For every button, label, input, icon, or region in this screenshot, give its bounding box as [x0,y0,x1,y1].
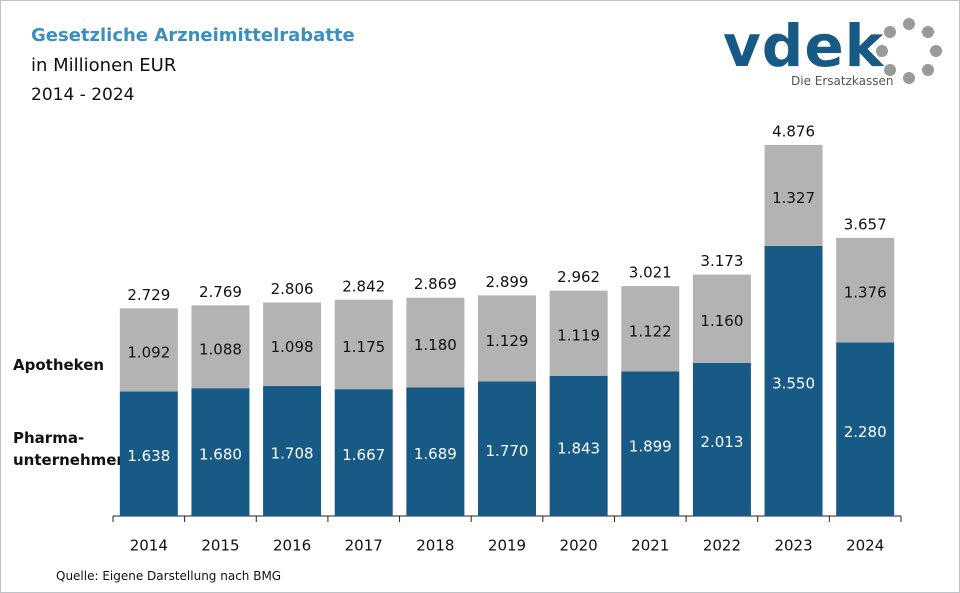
bar-segment [191,388,250,516]
value-label: 1.160 [700,312,743,330]
value-label: 1.899 [629,437,672,455]
bar-segment [263,386,322,516]
bar-segment [334,299,393,390]
legend-label: Pharma- unternehmen [13,429,128,469]
x-tick-label: 2014 [130,537,168,555]
bar-segment [836,237,895,343]
bar-segment [836,342,895,516]
total-label: 4.876 [772,123,815,141]
bar-segment [621,286,680,372]
bar-segment [764,245,823,517]
total-label: 3.657 [844,215,887,233]
bar-segment [406,297,465,388]
value-label: 1.175 [342,338,385,356]
total-label: 3.173 [700,252,743,270]
x-tick-label: 2024 [846,537,884,555]
value-label: 1.129 [486,332,529,350]
value-label: 1.376 [844,284,887,302]
bar-segment [263,302,322,387]
bar-segment [692,274,751,363]
value-label: 1.843 [557,439,600,457]
value-label: 1.122 [629,322,672,340]
value-label: 1.689 [414,445,457,463]
logo-text: vdek [723,12,885,80]
total-label: 2.962 [557,268,600,286]
value-label: 1.680 [199,446,242,464]
value-label: 1.092 [127,343,170,361]
value-label: 1.708 [271,445,314,463]
value-label: 2.280 [844,423,887,441]
bar-segment [621,371,680,516]
chart-title: Gesetzliche Arzneimittelrabatte [31,25,355,46]
bar-segment [478,295,536,382]
value-label: 2.013 [700,433,743,451]
x-tick-label: 2022 [703,537,741,555]
x-tick-label: 2015 [201,537,239,555]
x-tick-label: 2019 [488,537,526,555]
total-label: 2.842 [342,277,385,295]
total-label: 2.806 [271,280,314,298]
value-label: 3.550 [772,374,815,392]
value-label: 1.770 [486,442,529,460]
chart-subtitle: in Millionen EUR [31,55,177,76]
bar-segment [549,375,608,516]
x-tick-label: 2018 [416,537,454,555]
bar-segment [478,381,536,516]
logo-mark [876,18,942,84]
x-tick-label: 2016 [273,537,311,555]
total-label: 2.899 [486,273,529,291]
value-label: 1.667 [342,446,385,464]
bar-segment [119,308,178,392]
value-label: 1.119 [557,327,600,345]
bar-segment [764,144,823,246]
bar-segment [191,305,250,389]
value-label: 1.638 [127,447,170,465]
bar-segment [334,389,393,516]
bar-segment [692,362,751,516]
value-label: 1.327 [772,189,815,207]
value-label: 1.088 [199,340,242,358]
x-tick-label: 2017 [345,537,383,555]
total-label: 3.021 [629,264,672,282]
logo-tagline: Die Ersatzkassen [791,74,894,88]
total-label: 2.769 [199,283,242,301]
chart-period: 2014 - 2024 [31,85,135,105]
source-note: Quelle: Eigene Darstellung nach BMG [56,569,282,583]
bar-segment [119,391,178,516]
x-tick-label: 2023 [774,537,812,555]
value-label: 1.180 [414,336,457,354]
legend-label: Apotheken [13,356,105,374]
total-label: 2.729 [127,286,170,304]
bar-segment [406,387,465,516]
x-tick-label: 2021 [631,537,669,555]
value-label: 1.098 [271,338,314,356]
x-tick-label: 2020 [560,537,598,555]
total-label: 2.869 [414,275,457,293]
bar-segment [549,290,608,376]
